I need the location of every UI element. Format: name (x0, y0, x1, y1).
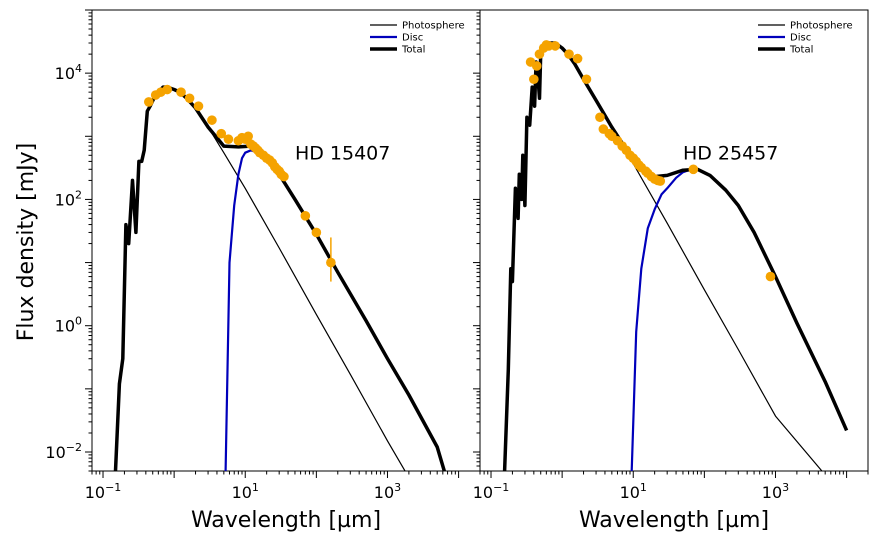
star-label: HD 25457 (683, 142, 778, 164)
legend-label-total: Total (789, 45, 813, 56)
photometry-point (300, 211, 311, 221)
axes-frame-left (91, 9, 481, 472)
total-line (502, 41, 849, 471)
star-label: HD 15407 (295, 142, 390, 164)
total-line (113, 85, 446, 471)
photometry-point (207, 115, 217, 125)
photometry-point (193, 101, 204, 111)
legend-label-disc: Disc (402, 33, 423, 44)
legend-label-photosphere: Photosphere (790, 21, 853, 32)
y-tick-label: 104 (55, 62, 82, 83)
x-tick-label: 101 (232, 481, 259, 502)
panel-left: 10−1 101 103 10−2 100 102 104 HD 15407 Photosphe… (45, 9, 481, 502)
legend-label-total: Total (401, 45, 425, 56)
photometry-point (595, 112, 605, 123)
photometry-point (223, 134, 234, 144)
x-tick-label: 10−1 (85, 481, 122, 502)
photometry-point (531, 61, 542, 71)
legend-label-disc: Disc (790, 33, 811, 44)
photometry-point (564, 49, 574, 59)
photometry-point (162, 84, 173, 95)
photometry-point (176, 87, 186, 97)
photometry-point (581, 74, 592, 85)
legend-label-photosphere: Photosphere (402, 21, 465, 32)
photometry-point (572, 53, 583, 64)
x-tick-label: 10−1 (473, 481, 510, 502)
photometry-point (216, 128, 227, 139)
photometry-point (529, 74, 539, 85)
photometry-point (688, 164, 699, 175)
x-tick-label: 103 (762, 481, 789, 502)
photometry-point (311, 227, 322, 238)
disc-line (224, 149, 259, 471)
photosphere-line (504, 42, 823, 471)
plot-area-right (502, 40, 849, 471)
photometry-point (243, 131, 253, 142)
photometry-point (655, 176, 666, 186)
y-tick-label: 10−2 (45, 441, 82, 462)
x-axis-label-left: Wavelength [µm] (191, 508, 381, 533)
disc-line (630, 168, 696, 471)
x-tick-label: 103 (374, 481, 401, 502)
plot-area-left (113, 84, 446, 471)
photometry-point (279, 171, 289, 182)
x-tick-label: 101 (620, 481, 647, 502)
y-tick-label: 102 (55, 188, 82, 209)
x-axis-label-right: Wavelength [µm] (579, 508, 769, 533)
photometry-point (143, 97, 154, 107)
photometry-point (550, 41, 561, 51)
photometry-point (765, 271, 776, 282)
photometry-point (184, 93, 195, 104)
photometry-point (326, 257, 336, 268)
y-axis-label: Flux density [mJy] (14, 143, 39, 341)
axes-frame-right (479, 9, 869, 472)
y-tick-label: 100 (55, 315, 82, 336)
